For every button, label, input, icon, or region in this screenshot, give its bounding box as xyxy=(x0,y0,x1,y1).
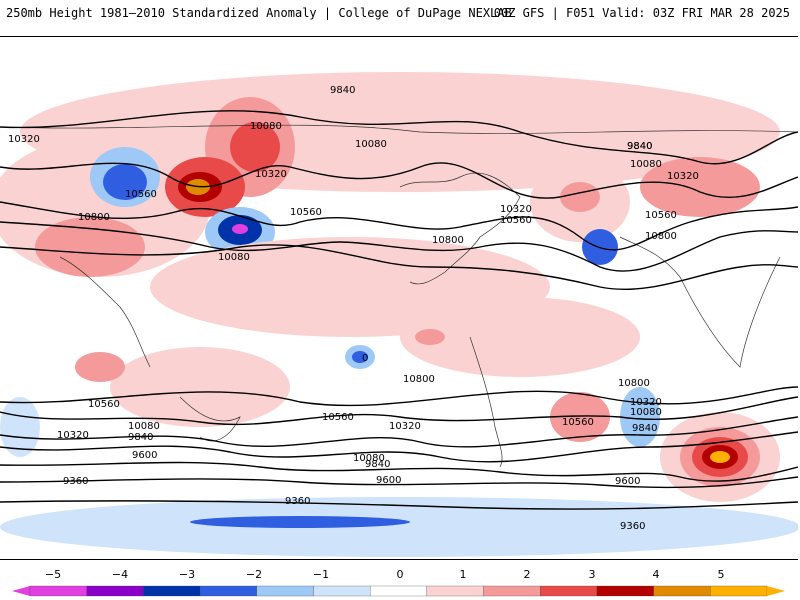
colorbar-swatch xyxy=(653,585,711,597)
colorbar-swatch xyxy=(540,585,598,597)
contour-label: 10560 xyxy=(500,215,532,226)
contour-label: 10560 xyxy=(290,207,322,218)
contour-label: 10800 xyxy=(432,235,464,246)
contour-label: 10800 xyxy=(618,378,650,389)
coastlines xyxy=(0,124,798,468)
contour-label: 10080 xyxy=(630,159,662,170)
colorbar-label: −3 xyxy=(178,568,196,581)
contour-label: 9840 xyxy=(330,85,355,96)
colorbar-swatches xyxy=(29,585,768,597)
contour-label: 9840 xyxy=(365,459,390,470)
contour-label: 9360 xyxy=(63,476,88,487)
colorbar-swatch xyxy=(313,585,371,597)
anomaly-shading xyxy=(0,72,798,557)
contour-label: 9360 xyxy=(285,496,310,507)
contour-label: 9840 xyxy=(627,141,652,152)
colorbar: −5 −4 −3 −2 −1 0 1 2 3 4 5 xyxy=(0,568,800,600)
contour-label: 9840 xyxy=(632,423,657,434)
colorbar-swatch xyxy=(483,585,541,597)
contour-label: 10800 xyxy=(645,231,677,242)
colorbar-scale xyxy=(12,585,785,597)
colorbar-swatch xyxy=(199,585,257,597)
contour-label: 10080 xyxy=(218,252,250,263)
contour-label: 10800 xyxy=(78,212,110,223)
contour-label: 10320 xyxy=(630,397,662,408)
colorbar-swatch xyxy=(710,585,768,597)
colorbar-label: −2 xyxy=(245,568,263,581)
contour-label: 10080 xyxy=(128,421,160,432)
header: 250mb Height 1981–2010 Standardized Anom… xyxy=(0,0,800,36)
colorbar-label: −5 xyxy=(44,568,62,581)
contour-label: 10320 xyxy=(255,169,287,180)
contour-label: 9600 xyxy=(615,476,640,487)
contour-label: 10080 xyxy=(355,139,387,150)
colorbar-labels: −5 −4 −3 −2 −1 0 1 2 3 4 5 xyxy=(0,568,800,582)
contour-label: 9600 xyxy=(132,450,157,461)
colorbar-swatch xyxy=(29,585,87,597)
colorbar-swatch xyxy=(596,585,654,597)
colorbar-max-arrow xyxy=(767,586,785,596)
colorbar-swatch xyxy=(86,585,144,597)
contour-label: 10320 xyxy=(8,134,40,145)
colorbar-label: 2 xyxy=(523,568,531,581)
colorbar-label: 5 xyxy=(717,568,725,581)
map-panel[interactable]: 9840 10080 10320 10560 10800 10080 10320… xyxy=(0,36,798,560)
colorbar-swatch xyxy=(256,585,314,597)
contour-label: 10560 xyxy=(562,417,594,428)
map-svg: 9840 10080 10320 10560 10800 10080 10320… xyxy=(0,72,798,557)
contour-label: 10320 xyxy=(389,421,421,432)
contour-label: 10080 xyxy=(353,453,385,464)
height-contours xyxy=(0,110,798,510)
colorbar-label: 0 xyxy=(396,568,404,581)
colorbar-swatch xyxy=(370,585,427,597)
colorbar-label: −4 xyxy=(111,568,129,581)
contour-label: 10560 xyxy=(125,189,157,200)
colorbar-min-arrow xyxy=(12,586,30,596)
contour-label: 10080 xyxy=(630,407,662,418)
model-run-info: 00Z GFS | F051 Valid: 03Z FRI MAR 28 202… xyxy=(493,6,790,20)
contour-label: 10080 xyxy=(250,121,282,132)
colorbar-label: 1 xyxy=(459,568,467,581)
contour-label: 10560 xyxy=(322,412,354,423)
contour-label: 10320 xyxy=(667,171,699,182)
colorbar-swatch xyxy=(426,585,484,597)
contour-label: 10560 xyxy=(645,210,677,221)
contour-label: 10320 xyxy=(57,430,89,441)
contour-label: 9360 xyxy=(620,521,645,532)
colorbar-label: 4 xyxy=(652,568,660,581)
contour-label: 10320 xyxy=(500,204,532,215)
chart-title: 250mb Height 1981–2010 Standardized Anom… xyxy=(6,6,512,20)
contour-label: 9840 xyxy=(627,141,652,152)
contour-label: 9840 xyxy=(128,432,153,443)
colorbar-swatch xyxy=(143,585,201,597)
contour-label: 10560 xyxy=(88,399,120,410)
contour-label: 0 xyxy=(362,353,368,364)
contour-label: 9600 xyxy=(376,475,401,486)
colorbar-label: −1 xyxy=(312,568,330,581)
contour-label: 10800 xyxy=(403,374,435,385)
contour-labels: 9840 10080 10320 10560 10800 10080 10320… xyxy=(8,85,699,532)
colorbar-label: 3 xyxy=(588,568,596,581)
